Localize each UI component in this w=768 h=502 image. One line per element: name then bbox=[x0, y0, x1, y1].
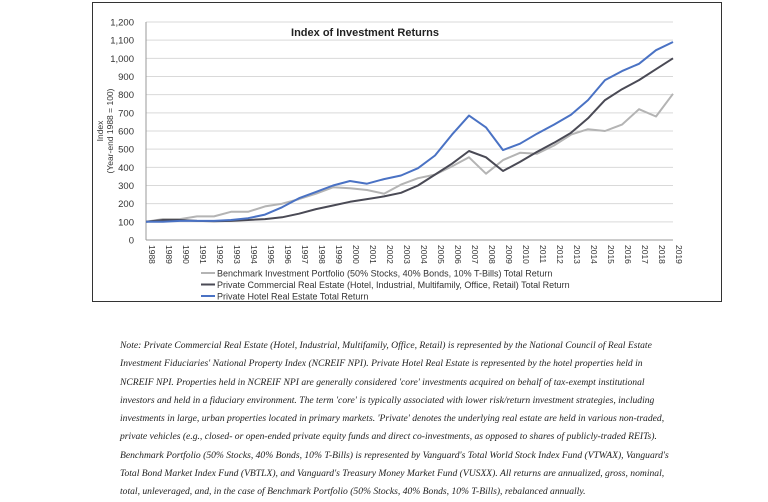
x-tick-label: 2012 bbox=[555, 245, 565, 264]
x-tick-label: 2014 bbox=[589, 245, 599, 264]
note-line: total, unleveraged, and, in the case of … bbox=[120, 483, 660, 501]
line-chart: 0 100 200 300 400 500 600 700 800 900 1,000 1,100 1,… bbox=[93, 3, 723, 303]
y-tick-label: 200 bbox=[118, 199, 134, 210]
x-tick-label: 1993 bbox=[232, 245, 242, 264]
y-tick-label: 300 bbox=[118, 181, 134, 192]
x-tick-label: 2017 bbox=[640, 245, 650, 264]
x-tick-label: 2004 bbox=[419, 245, 429, 264]
chart-note: Note: Private Commercial Real Estate (Ho… bbox=[120, 337, 660, 502]
x-tick-label: 2015 bbox=[606, 245, 616, 264]
y-tick-label: 1,100 bbox=[110, 36, 134, 47]
x-tick-label: 2005 bbox=[436, 245, 446, 264]
chart-title: Index of Investment Returns bbox=[291, 27, 439, 39]
note-line: Benchmark Portfolio (50% Stocks, 40% Bon… bbox=[120, 447, 660, 465]
legend-label: Private Hotel Real Estate Total Return bbox=[217, 292, 368, 302]
x-tick-label: 1999 bbox=[334, 245, 344, 264]
note-line: investments in large, urban properties l… bbox=[120, 410, 660, 428]
x-tick-label: 1989 bbox=[164, 245, 174, 264]
y-tick-label: 400 bbox=[118, 163, 134, 174]
y-tick-label: 0 bbox=[129, 236, 134, 247]
note-line: NCREIF NPI. Properties held in NCREIF NP… bbox=[120, 374, 660, 392]
x-tick-label: 2008 bbox=[487, 245, 497, 264]
x-tick-label: 2002 bbox=[385, 245, 395, 264]
y-axis-label: Index bbox=[95, 120, 105, 142]
y-axis-sublabel: (Year-end 1988 = 100) bbox=[105, 88, 115, 173]
y-tick-label: 800 bbox=[118, 90, 134, 101]
note-line: Note: Private Commercial Real Estate (Ho… bbox=[120, 337, 660, 355]
x-tick-label: 2007 bbox=[470, 245, 480, 264]
x-tick-label: 2006 bbox=[453, 245, 463, 264]
series-line-2 bbox=[146, 42, 673, 222]
x-tick-label: 2010 bbox=[521, 245, 531, 264]
legend-label: Private Commercial Real Estate (Hotel, I… bbox=[217, 280, 570, 290]
x-tick-label: 2013 bbox=[572, 245, 582, 264]
y-tick-label: 600 bbox=[118, 127, 134, 138]
x-tick-label: 2011 bbox=[538, 245, 548, 264]
y-tick-label: 1,200 bbox=[110, 18, 134, 29]
x-tick-label: 2016 bbox=[623, 245, 633, 264]
x-tick-label: 2019 bbox=[674, 245, 684, 264]
note-line: investors and held in a fiduciary enviro… bbox=[120, 392, 660, 410]
x-tick-label: 1995 bbox=[266, 245, 276, 264]
note-line: Total Bond Market Index Fund (VBTLX), an… bbox=[120, 465, 660, 483]
x-tick-label: 1997 bbox=[300, 245, 310, 264]
x-tick-label: 2018 bbox=[657, 245, 667, 264]
x-tick-label: 2003 bbox=[402, 245, 412, 264]
x-tick-label: 1992 bbox=[215, 245, 225, 264]
y-tick-label: 100 bbox=[118, 217, 134, 228]
x-tick-label: 1991 bbox=[198, 245, 208, 264]
y-tick-label: 700 bbox=[118, 108, 134, 119]
x-tick-label: 1990 bbox=[181, 245, 191, 264]
note-line: private vehicles (e.g., closed- or open-… bbox=[120, 428, 660, 446]
x-tick-label: 1988 bbox=[147, 245, 157, 264]
y-tick-label: 1,000 bbox=[110, 54, 134, 65]
series-line-1 bbox=[146, 58, 673, 222]
x-tick-label: 2001 bbox=[368, 245, 378, 264]
y-tick-label: 900 bbox=[118, 72, 134, 83]
x-tick-label: 2009 bbox=[504, 245, 514, 264]
y-tick-label: 500 bbox=[118, 145, 134, 156]
x-tick-label: 1996 bbox=[283, 245, 293, 264]
x-tick-label: 1994 bbox=[249, 245, 259, 264]
x-tick-label: 2000 bbox=[351, 245, 361, 264]
note-line: Investment Fiduciaries' National Propert… bbox=[120, 355, 660, 373]
chart-container: 0 100 200 300 400 500 600 700 800 900 1,000 1,100 1,… bbox=[92, 2, 722, 302]
x-tick-label: 1998 bbox=[317, 245, 327, 264]
legend-label: Benchmark Investment Portfolio (50% Stoc… bbox=[217, 269, 552, 279]
